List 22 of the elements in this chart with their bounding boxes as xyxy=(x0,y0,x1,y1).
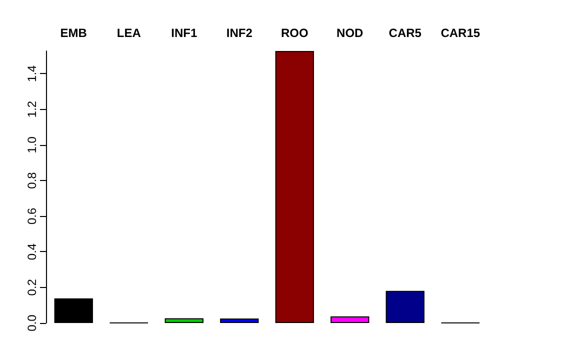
y-tick-label: 0.8 xyxy=(25,172,39,189)
bar xyxy=(275,51,314,323)
x-tick-label: INF2 xyxy=(226,26,253,40)
x-tick-label: LEA xyxy=(116,26,142,40)
x-tick-label: CAR15 xyxy=(440,26,480,40)
y-tick-label: 0.4 xyxy=(25,243,39,260)
x-tick-label: CAR5 xyxy=(388,26,422,40)
y-tick-label: 1.0 xyxy=(25,136,39,154)
bar xyxy=(220,318,259,323)
bar xyxy=(54,298,93,323)
y-tick-label: 0.6 xyxy=(25,207,39,224)
bar xyxy=(164,318,204,323)
bar xyxy=(386,290,424,323)
y-tick-label: 0.0 xyxy=(25,314,39,332)
y-tick-label: 1.4 xyxy=(25,64,39,82)
x-tick-label: NOD xyxy=(336,26,364,40)
y-tick-label: 1.2 xyxy=(25,100,39,118)
y-tick-label: 0.2 xyxy=(25,278,39,296)
x-tick-label: ROO xyxy=(280,26,308,40)
x-tick-label: EMB xyxy=(60,26,88,40)
x-tick-label: INF1 xyxy=(171,26,198,40)
bar xyxy=(330,316,370,323)
